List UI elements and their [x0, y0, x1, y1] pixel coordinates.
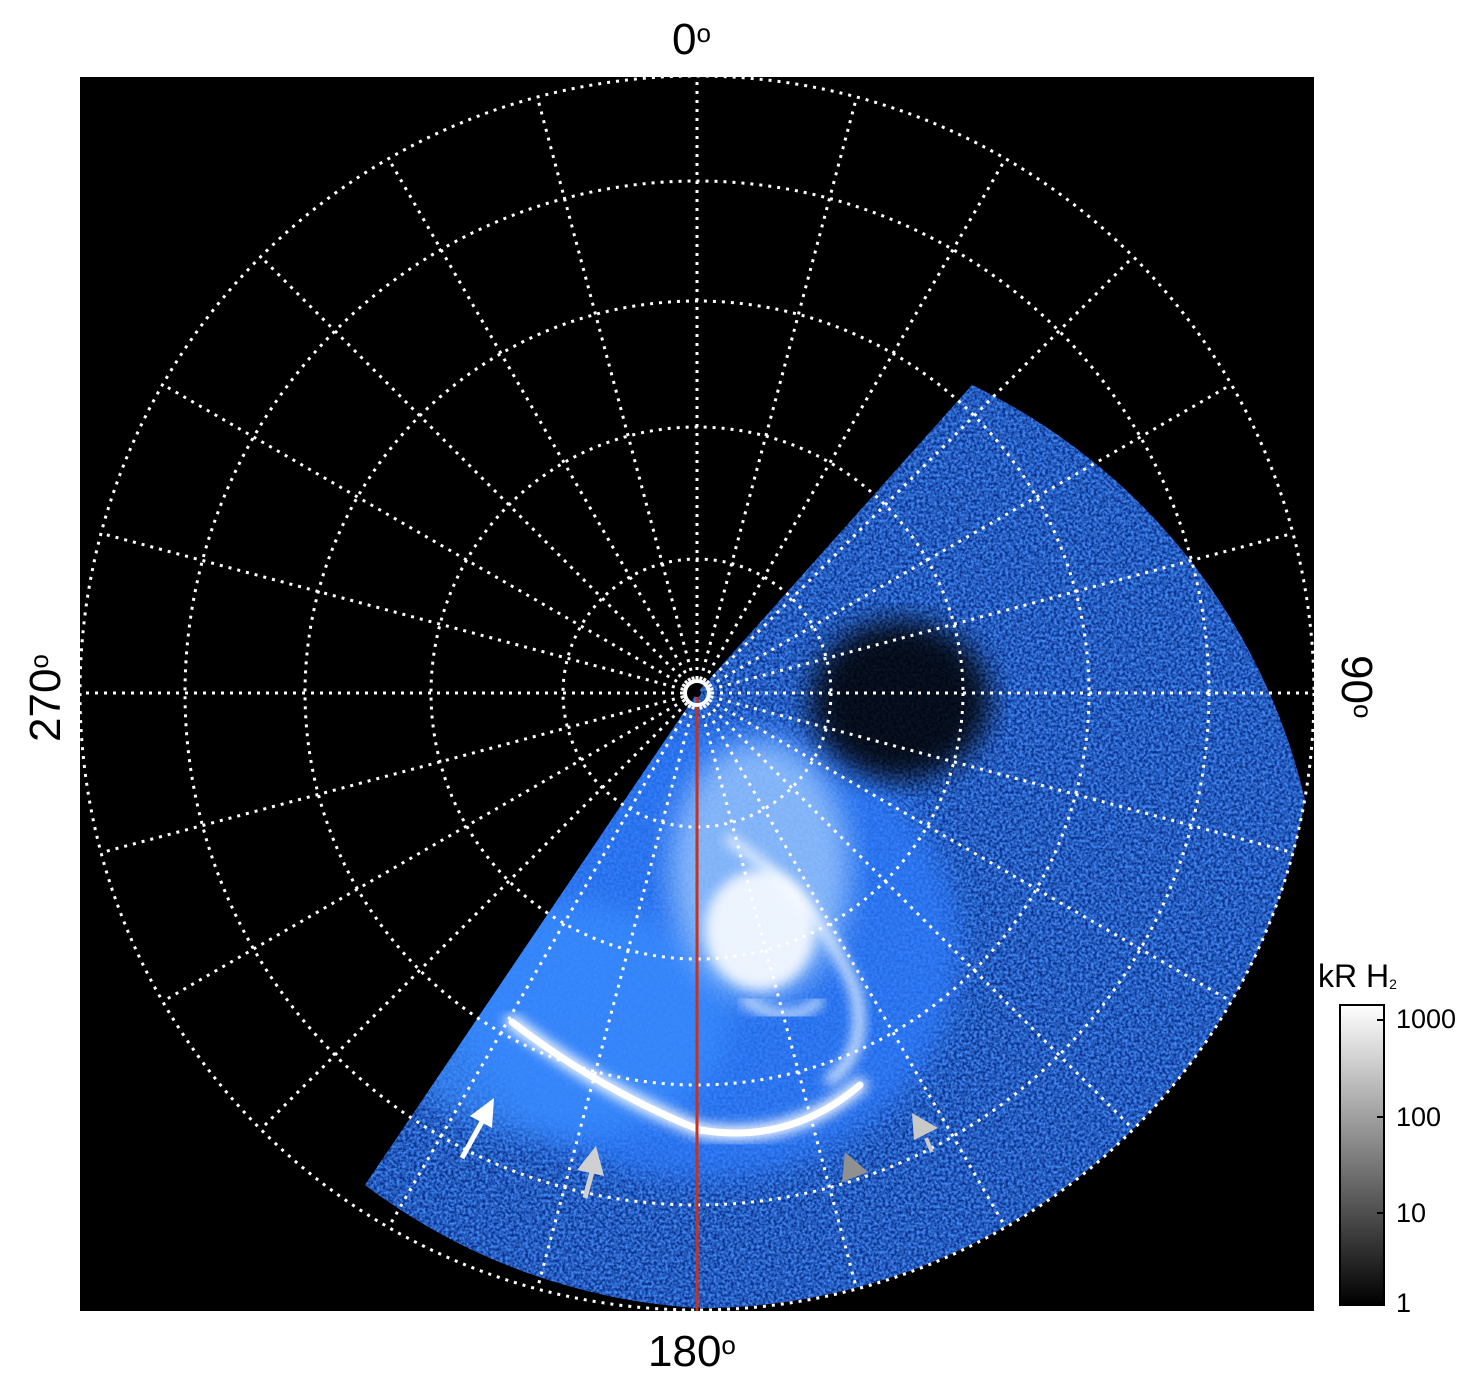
meridian-line [387, 704, 692, 1229]
colorbar-tick-label: 100 [1396, 1102, 1442, 1132]
colorbar-tick-label: 10 [1396, 1198, 1427, 1228]
meridian-line [161, 698, 686, 1003]
colorbar-tick-label: 1 [1396, 1288, 1412, 1318]
longitude-label-left: 270o [21, 654, 70, 742]
meridian-line [100, 531, 684, 691]
gray-arrow [577, 1146, 604, 1199]
meridian-line [710, 531, 1294, 691]
meridian-line [699, 706, 859, 1290]
gray-arrowhead [842, 1152, 868, 1182]
colorbar [1339, 1004, 1385, 1306]
meridian-line [705, 255, 1135, 685]
longitude-label-top: 0o [672, 15, 711, 64]
meridian-line [702, 704, 1007, 1229]
pole-marker [683, 679, 711, 707]
colorbar-title: kR H2 [1318, 958, 1397, 994]
meridian-line [161, 383, 686, 688]
meridian-line [699, 96, 859, 680]
meridian-line [259, 701, 689, 1131]
longitude-label-right: 90o [1332, 655, 1381, 719]
meridian-line [708, 698, 1233, 1003]
longitude-label-bottom: 180o [648, 1327, 736, 1376]
meridian-line [702, 157, 1007, 682]
colorbar-ticks [1377, 1019, 1384, 1304]
colorbar-tick-label: 1000 [1396, 1004, 1457, 1034]
longitude-grid [80, 77, 1314, 1310]
meridian-line [259, 255, 689, 685]
meridian-line [708, 383, 1233, 688]
meridian-line [710, 695, 1294, 855]
meridian-line [535, 706, 695, 1290]
meridian-line [535, 96, 695, 680]
meridian-line [705, 701, 1135, 1131]
meridian-line [100, 695, 684, 855]
meridian-line [387, 157, 692, 682]
gray-arrow-right [912, 1113, 938, 1153]
white-arrow [459, 1098, 494, 1160]
